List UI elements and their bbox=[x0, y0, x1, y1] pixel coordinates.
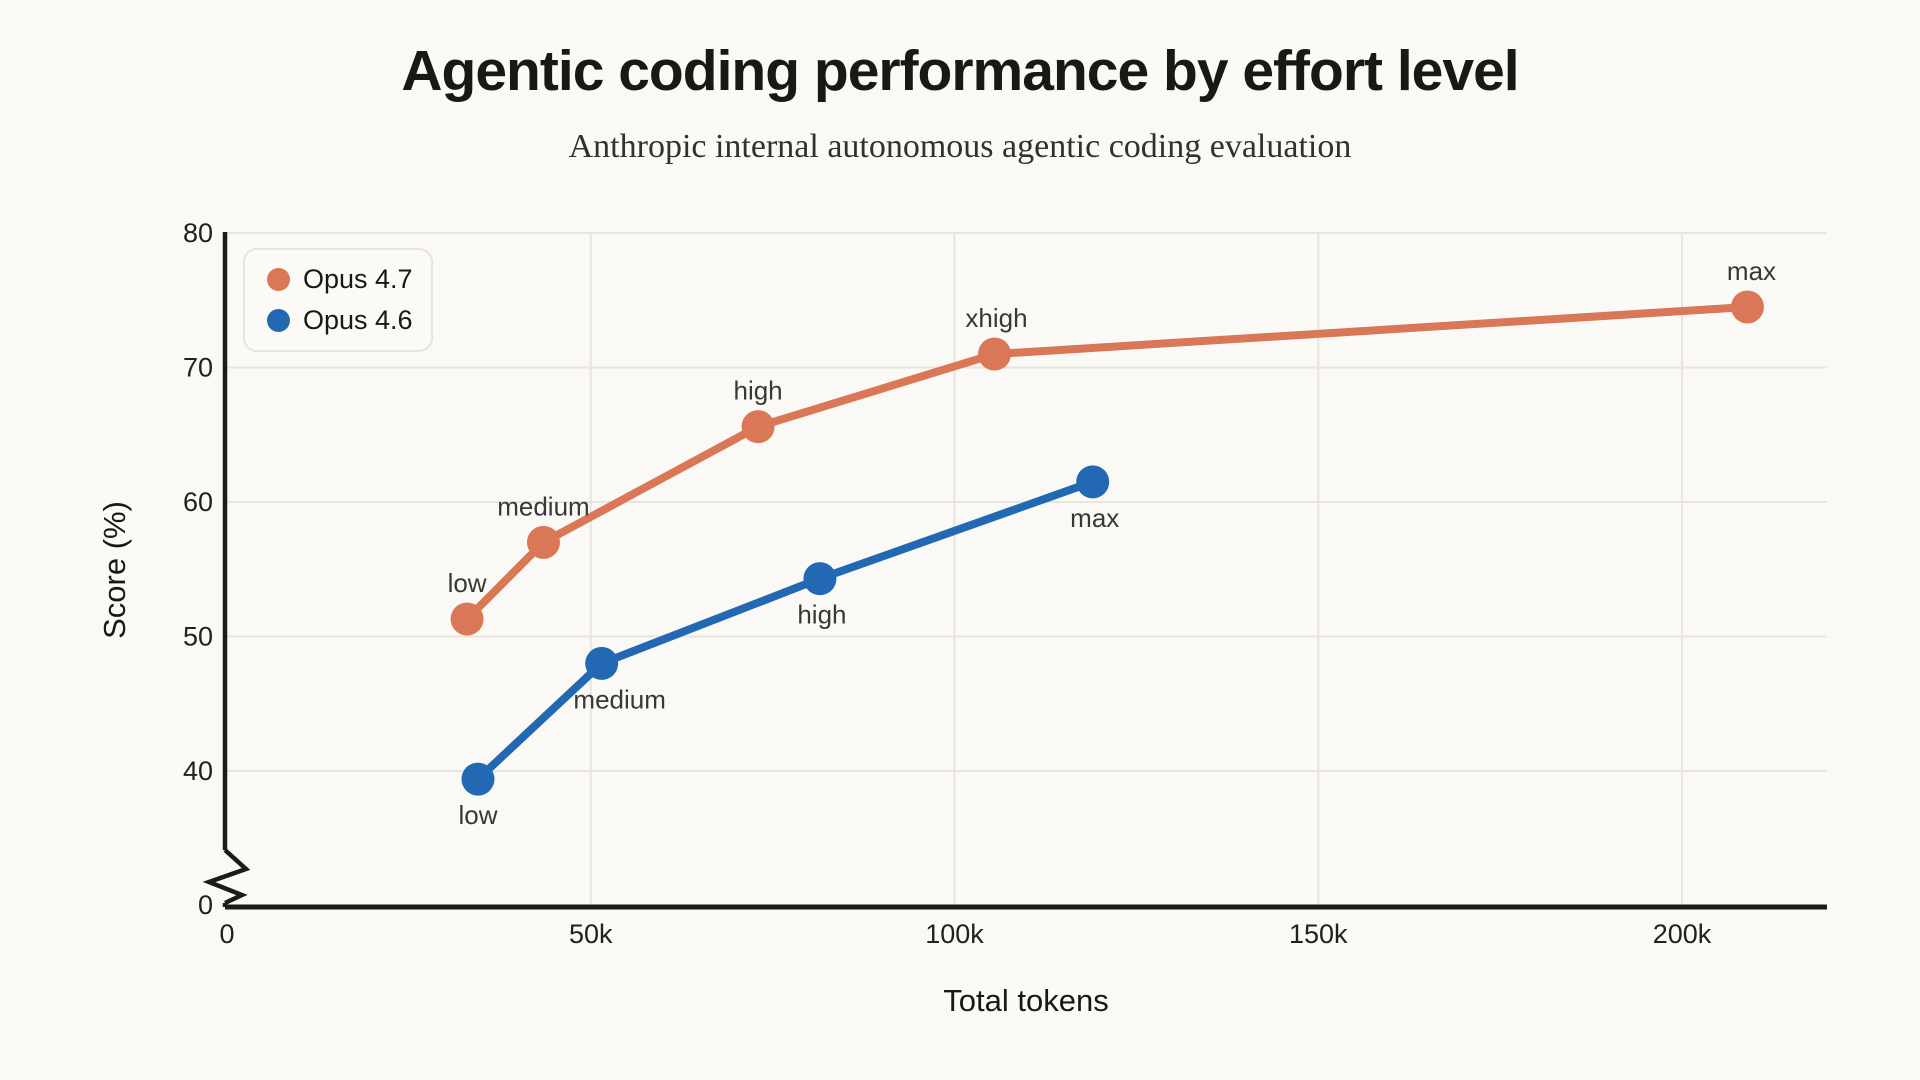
point-label-opus-4.6-high: high bbox=[797, 600, 846, 630]
legend-dot-icon bbox=[267, 309, 290, 332]
x-tick-label-100k: 100k bbox=[925, 919, 984, 949]
series-line-opus-4.7 bbox=[463, 302, 1752, 624]
y-tick-label-70: 70 bbox=[183, 353, 213, 383]
point-label-opus-4.7-medium: medium bbox=[497, 491, 589, 521]
legend-item-opus-4.7: Opus 4.7 bbox=[267, 264, 431, 295]
chart-subtitle: Anthropic internal autonomous agentic co… bbox=[568, 128, 1352, 165]
point-label-opus-4.7-max: max bbox=[1727, 256, 1776, 286]
y-tick-label-80: 80 bbox=[183, 218, 213, 248]
y-tick-label-60: 60 bbox=[183, 487, 213, 517]
point-label-opus-4.7-low: low bbox=[448, 568, 487, 598]
x-tick-label-150k: 150k bbox=[1289, 919, 1348, 949]
x-tick-label-200k: 200k bbox=[1653, 919, 1712, 949]
legend: Opus 4.7 Opus 4.6 bbox=[243, 248, 433, 352]
legend-label: Opus 4.7 bbox=[303, 264, 413, 294]
legend-label: Opus 4.6 bbox=[303, 305, 413, 335]
y-tick-label-40: 40 bbox=[183, 756, 213, 786]
data-point-opus-4.6-medium bbox=[585, 646, 619, 680]
data-point-opus-4.7-max bbox=[1730, 290, 1764, 324]
y-axis-title: Score (%) bbox=[97, 501, 132, 639]
y-tick-label-50: 50 bbox=[183, 622, 213, 652]
data-point-opus-4.7-xhigh bbox=[978, 337, 1012, 371]
y-axis-break bbox=[202, 848, 251, 906]
data-point-opus-4.6-low bbox=[461, 762, 495, 796]
series-line-opus-4.6 bbox=[473, 477, 1097, 784]
x-axis-title: Total tokens bbox=[943, 983, 1109, 1018]
data-point-opus-4.6-max bbox=[1076, 465, 1110, 499]
chart-title: Agentic coding performance by effort lev… bbox=[401, 39, 1519, 103]
legend-item-opus-4.6: Opus 4.6 bbox=[267, 305, 431, 336]
point-label-opus-4.6-medium: medium bbox=[573, 684, 665, 714]
x-tick-label-0: 0 bbox=[219, 919, 234, 949]
data-point-opus-4.7-high bbox=[741, 410, 775, 444]
point-label-opus-4.6-max: max bbox=[1070, 503, 1119, 533]
data-point-opus-4.6-high bbox=[803, 562, 837, 596]
data-point-opus-4.7-low bbox=[450, 602, 484, 636]
x-tick-label-50k: 50k bbox=[569, 919, 613, 949]
y-tick-label-0: 0 bbox=[198, 890, 213, 920]
point-label-opus-4.7-xhigh: xhigh bbox=[965, 303, 1027, 333]
point-label-opus-4.6-low: low bbox=[458, 800, 497, 830]
data-point-opus-4.7-medium bbox=[526, 525, 560, 559]
point-label-opus-4.7-high: high bbox=[733, 376, 782, 406]
legend-dot-icon bbox=[267, 268, 290, 291]
